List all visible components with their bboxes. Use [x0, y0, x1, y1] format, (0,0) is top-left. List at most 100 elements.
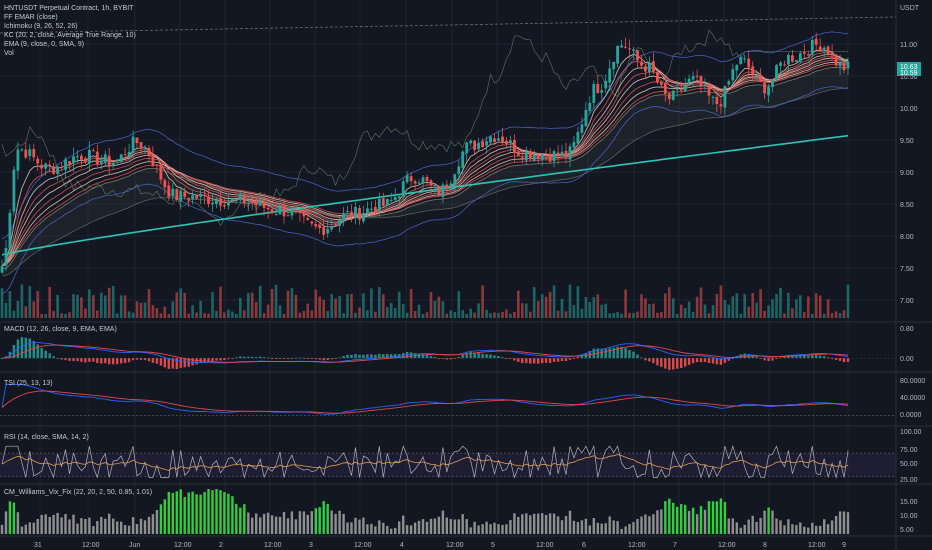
candle-body	[644, 66, 647, 72]
volume-bar	[239, 297, 242, 318]
volume-bar	[96, 310, 99, 318]
time-tick: 12:00	[536, 542, 554, 549]
macd-histogram-bar	[759, 358, 762, 359]
volume-bar	[775, 294, 778, 318]
candle-body	[612, 61, 616, 70]
macd-histogram-bar	[743, 353, 746, 359]
vix-fix-bar	[72, 514, 75, 534]
price-tick: 10.00	[900, 106, 918, 113]
vix-fix-bar	[612, 520, 615, 534]
volume-bar	[449, 310, 453, 318]
vix-fix-bar	[815, 525, 818, 534]
vix-fix-bar	[135, 524, 139, 534]
vix-fix-bar	[580, 520, 584, 534]
price-tick: 11.00	[900, 42, 917, 49]
candle-body	[393, 197, 397, 201]
vix-fix-bar	[175, 491, 178, 534]
vix-fix-bar	[8, 501, 12, 534]
candle-body	[600, 90, 604, 93]
vix-fix-bar	[294, 519, 298, 534]
indicator-ema[interactable]: EMA (9, close, 0, SMA, 9)	[4, 41, 84, 48]
macd-histogram-bar	[211, 358, 214, 362]
candle-body	[306, 218, 310, 220]
macd-histogram-bar	[342, 356, 345, 359]
vix-fix-bar	[640, 516, 643, 534]
pane-axes[interactable]: 0.80 0.00 80.0000 40.0000 0.0000 100.00 …	[900, 326, 925, 534]
volume-bar	[620, 313, 623, 318]
vix-fix-bar	[763, 510, 766, 534]
tsi-label[interactable]: TSI (25, 13, 13)	[4, 380, 53, 387]
macd-histogram-bar	[469, 351, 472, 359]
candle-body	[580, 124, 584, 133]
vix-fix-bar	[628, 524, 631, 534]
indicator-ichimoku[interactable]: Ichimoku (9, 26, 52, 26)	[4, 23, 78, 30]
vix-fix-bar	[52, 514, 55, 534]
vix-fix-bar	[568, 510, 572, 534]
candle-body	[719, 104, 723, 107]
vix-fix-bar	[4, 511, 8, 534]
indicator-kc[interactable]: KC (20, 2, close, Average True Range, 10…	[4, 32, 136, 39]
vix-fix-label[interactable]: CM_Williams_Vix_Fix (22, 20, 2, 50, 0.85…	[4, 489, 152, 496]
vix-fix-bar	[457, 519, 460, 534]
vix-fix-bar	[727, 518, 730, 534]
vix-fix-bar	[759, 517, 762, 534]
vix-fix-bar	[537, 513, 540, 534]
vix-fix-bar	[374, 526, 377, 534]
volume-bar	[147, 289, 151, 318]
candle-body	[783, 64, 786, 66]
candle-body	[437, 186, 441, 195]
volume-bar	[453, 312, 457, 318]
macd-histogram-bar	[314, 358, 317, 360]
candle-body	[397, 196, 401, 199]
vix-fix-bar	[282, 511, 286, 534]
vix-fix-bar	[346, 522, 349, 534]
candle-body	[231, 198, 234, 201]
rsi-label[interactable]: RSI (14, close, SMA, 14, 2)	[4, 434, 89, 441]
candle-body	[183, 191, 187, 197]
volume-bar	[4, 302, 8, 318]
volume-bar	[266, 304, 270, 318]
volume-bar	[834, 311, 838, 318]
candle-body	[107, 155, 111, 166]
macd-histogram-bar	[235, 357, 238, 359]
volume-bar	[199, 300, 202, 318]
candle-body	[377, 198, 381, 212]
vix-fix-bar	[179, 489, 182, 534]
candle-body	[127, 151, 131, 156]
candle-body	[767, 86, 770, 96]
last-price-tag	[897, 62, 921, 76]
vix-fix-pane	[0, 489, 850, 534]
macd-histogram-bar	[330, 358, 333, 360]
candle-body	[20, 149, 24, 151]
vix-fix-bar	[278, 516, 282, 534]
volume-bar	[171, 301, 175, 318]
macd-histogram-bar	[310, 358, 313, 359]
macd-histogram-bar	[84, 358, 87, 363]
macd-histogram-bar	[354, 354, 357, 359]
vix-fix-bar	[56, 512, 59, 534]
macd-histogram-bar	[366, 354, 369, 359]
candle-body	[286, 215, 290, 217]
macd-histogram-bar	[533, 358, 536, 364]
volume-bar	[588, 302, 592, 318]
tsi-tick: 0.0000	[900, 412, 922, 419]
macd-label[interactable]: MACD (12, 26, close, 9, EMA, EMA)	[4, 326, 117, 333]
price-axis[interactable]: USDT 11.00 10.50 10.00 9.50 9.00 8.50 8.…	[897, 5, 921, 305]
candle-body	[254, 202, 258, 206]
candle-body	[111, 162, 115, 166]
macd-histogram-bar	[834, 358, 838, 360]
volume-bar	[846, 284, 850, 318]
indicator-vol[interactable]: Vol	[4, 50, 14, 57]
vix-fix-bar	[398, 521, 401, 534]
vix-fix-bar	[155, 510, 159, 534]
candle-body	[119, 154, 123, 162]
time-axis[interactable]: 31 12:00 Jun 12:00 2 12:00 3 12:00 4 12:00 5 12:00 6…	[34, 542, 846, 549]
indicator-ff-emar[interactable]: FF EMAR (close)	[4, 14, 58, 21]
vix-fix-bar	[382, 522, 385, 534]
candle-body	[584, 110, 588, 127]
rsi-tick: 25.00	[900, 477, 918, 484]
vix-fix-bar	[517, 517, 520, 534]
